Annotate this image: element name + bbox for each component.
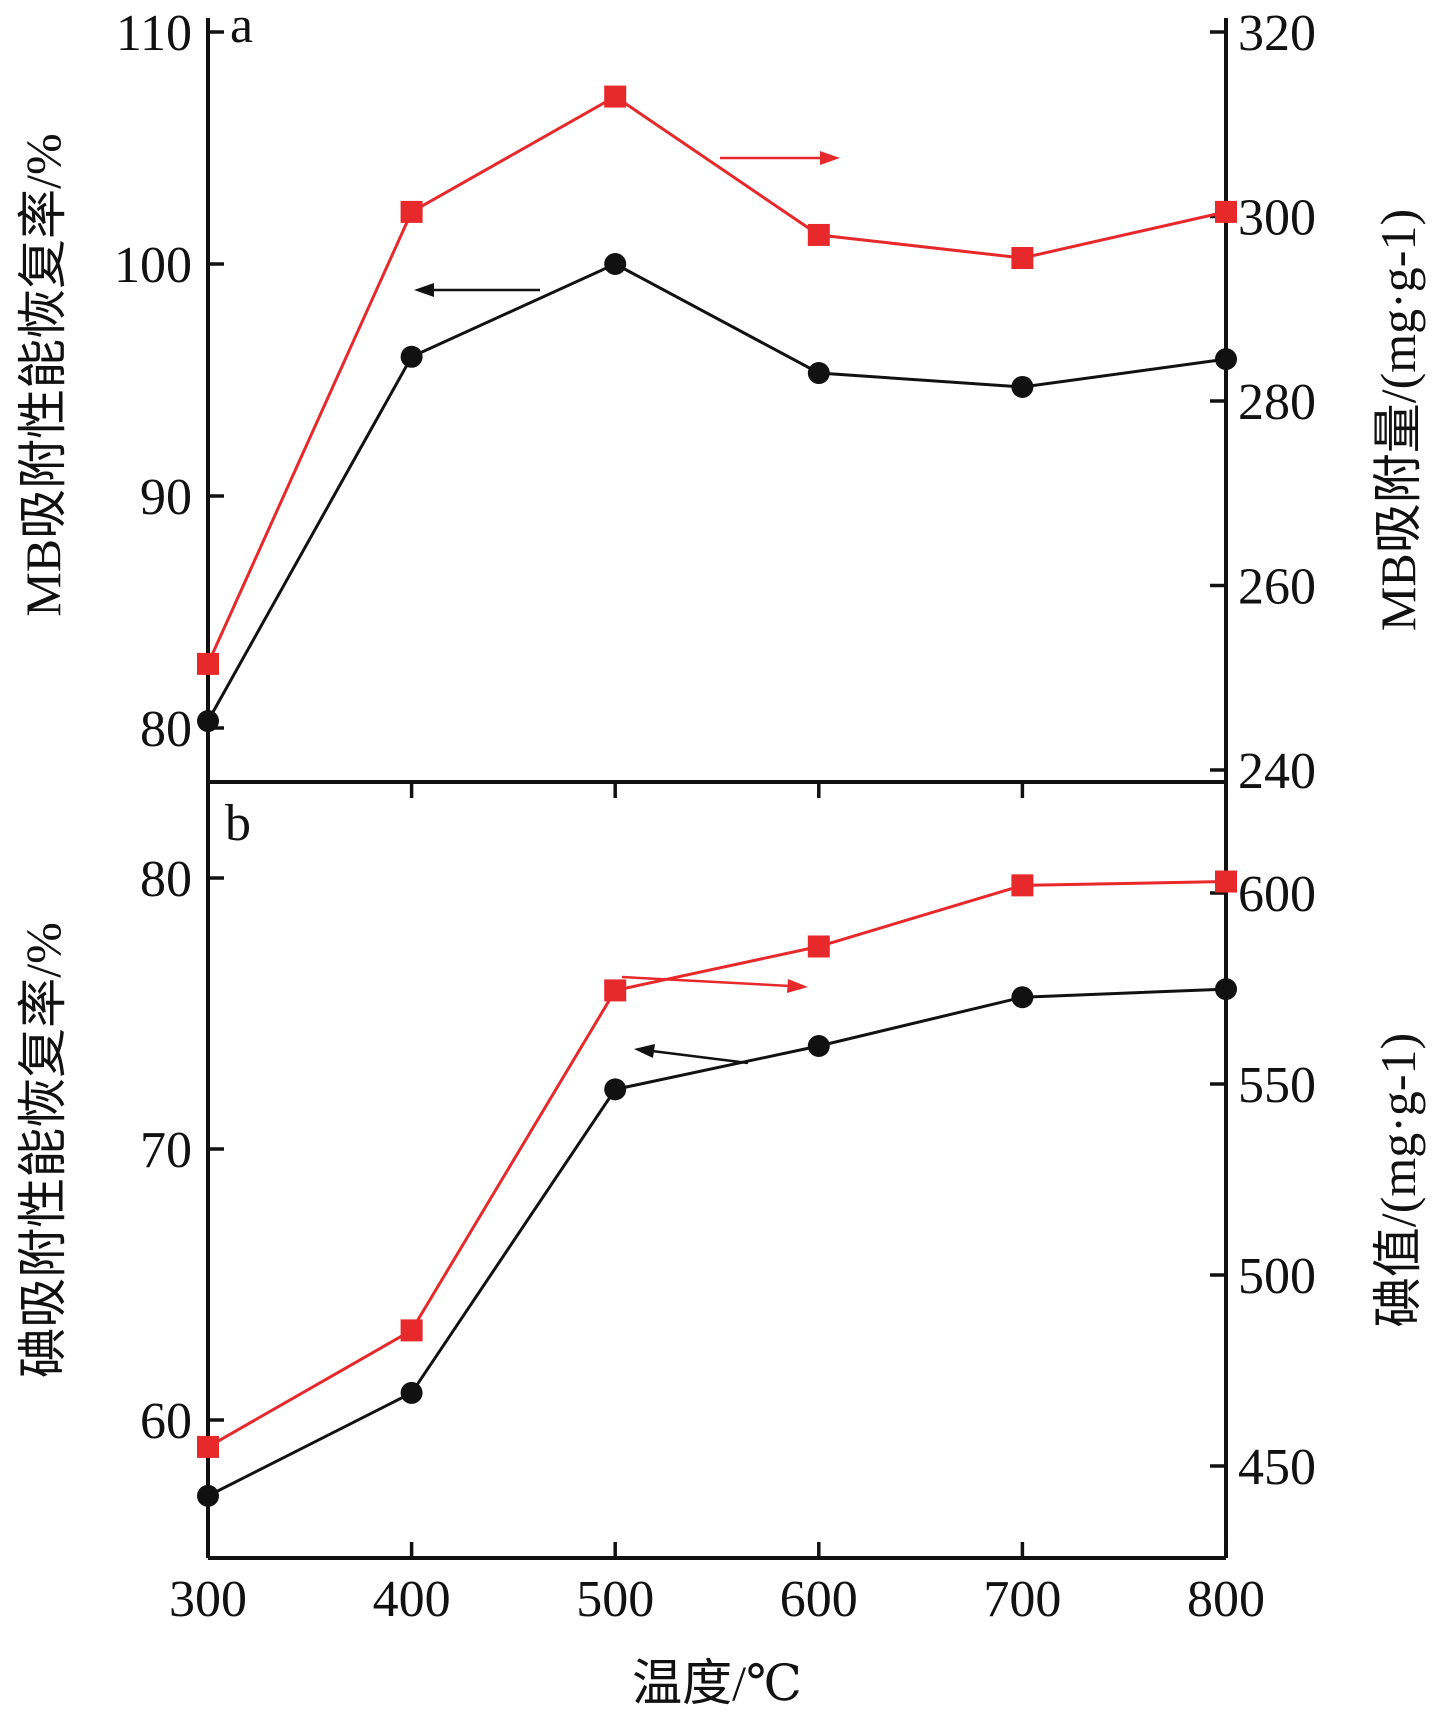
panel-a: a 80 90 100 110 240 260 280 300 320 MB吸附性能恢复率/%… (15, 0, 1426, 800)
panel-a-label: a (230, 0, 253, 54)
panel-b-right-tick-label: 600 (1238, 866, 1316, 923)
panel-a-right-point-700 (1011, 247, 1034, 270)
panel-b-left-point-700 (1011, 986, 1034, 1009)
panel-b-left-point-800 (1215, 978, 1237, 1001)
panel-a-right-axis-label: MB吸附量/(mg·g-1) (1370, 209, 1426, 631)
figure-axes (206, 18, 1228, 1560)
panel-b-right-tick-label: 500 (1238, 1248, 1316, 1305)
panel-a-right-tick-label: 260 (1238, 559, 1316, 616)
panel-a-series-left-line (206, 262, 1227, 722)
panel-a-left-point-600 (807, 362, 830, 385)
panel-a-right-point-800 (1215, 200, 1237, 223)
panel-b-right-arrow-shaft (621, 975, 791, 988)
panel-a-left-tick-label: 100 (114, 237, 192, 294)
panel-b-left-point-400 (400, 1381, 423, 1404)
panel-a-series-right-line (206, 94, 1227, 665)
panel-b-left-tick-label: 80 (140, 851, 192, 908)
panel-b-right-arrow-head (787, 979, 808, 993)
panel-b-left-point-500 (604, 1078, 627, 1101)
panel-a-left-tick-label: 110 (116, 5, 192, 62)
x-axis-tick-label: 300 (169, 1571, 247, 1628)
panel-a-left-point-700 (1011, 375, 1034, 398)
panel-a-right-point-400 (400, 200, 423, 223)
x-axis-tick-labels: 300 400 500 600 700 800 (169, 1571, 1265, 1628)
panel-b-right-point-300 (197, 1435, 219, 1458)
x-axis-label: 温度/℃ (632, 1655, 802, 1711)
panel-a-arrows (414, 151, 840, 297)
panel-a-right-point-300 (197, 652, 219, 675)
panel-a-right-tick-label: 280 (1238, 374, 1316, 431)
panel-a-right-point-600 (807, 223, 830, 246)
panel-b: b 60 70 80 450 500 550 600 碘吸附性能恢复率/% 碘值/(mg·… (15, 795, 1426, 1507)
panel-a-left-point-300 (197, 710, 219, 733)
panel-a-right-tick-label: 300 (1238, 190, 1316, 247)
panel-a-right-tick-label: 240 (1238, 743, 1316, 800)
x-axis-tick-label: 400 (373, 1571, 451, 1628)
panel-a-left-point-500 (604, 253, 627, 275)
panel-b-left-point-300 (197, 1484, 219, 1507)
panel-b-left-tick-label: 60 (140, 1393, 192, 1450)
panel-a-left-point-400 (400, 345, 423, 368)
panel-a-right-point-500 (604, 85, 627, 108)
panel-a-right-arrow-head (820, 151, 840, 165)
panel-b-left-arrow-shaft (651, 1049, 749, 1065)
panel-b-right-point-500 (604, 979, 627, 1002)
panel-b-left-arrow-head (634, 1044, 655, 1058)
panel-b-right-axis-label: 碘值/(mg·g-1) (1370, 1033, 1426, 1327)
x-axis-tick-label: 600 (780, 1571, 858, 1628)
x-axis-tick-label: 700 (983, 1571, 1061, 1628)
panel-a-left-axis-label: MB吸附性能恢复率/% (15, 133, 71, 616)
panel-a-left-tick-label: 80 (140, 701, 192, 758)
panel-a-left-point-800 (1215, 348, 1237, 371)
panel-b-right-point-400 (400, 1319, 423, 1342)
panel-a-right-ticks: 240 260 280 300 320 (1210, 5, 1316, 800)
panel-a-left-tick-label: 90 (140, 469, 192, 526)
panel-a-plot (197, 85, 1237, 733)
panel-b-plot (197, 870, 1237, 1507)
panel-b-arrows (621, 975, 808, 1065)
panel-b-right-point-600 (807, 935, 830, 958)
panel-b-left-ticks: 60 70 80 (140, 851, 224, 1450)
panel-b-right-tick-label: 550 (1238, 1057, 1316, 1114)
panel-b-left-axis-label: 碘吸附性能恢复率/% (15, 922, 71, 1378)
panel-b-right-ticks: 450 500 550 600 (1210, 866, 1316, 1496)
x-axis-tick-label: 800 (1187, 1571, 1265, 1628)
panel-b-right-tick-label: 450 (1238, 1439, 1316, 1496)
panel-a-right-tick-label: 320 (1238, 5, 1316, 62)
panel-b-series-right-line (207, 880, 1227, 1449)
panel-a-left-ticks: 80 90 100 110 (114, 5, 224, 758)
panel-b-left-tick-label: 70 (140, 1122, 192, 1179)
panel-a-left-arrow-head (414, 283, 434, 297)
panel-b-label: b (225, 795, 251, 852)
panel-b-right-point-800 (1215, 870, 1237, 893)
panel-b-right-point-700 (1011, 874, 1034, 897)
x-axis-tick-label: 500 (576, 1571, 654, 1628)
panel-b-series-left-line (207, 987, 1227, 1498)
x-axis-ticks (206, 782, 1228, 1558)
panel-b-left-point-600 (807, 1035, 830, 1058)
